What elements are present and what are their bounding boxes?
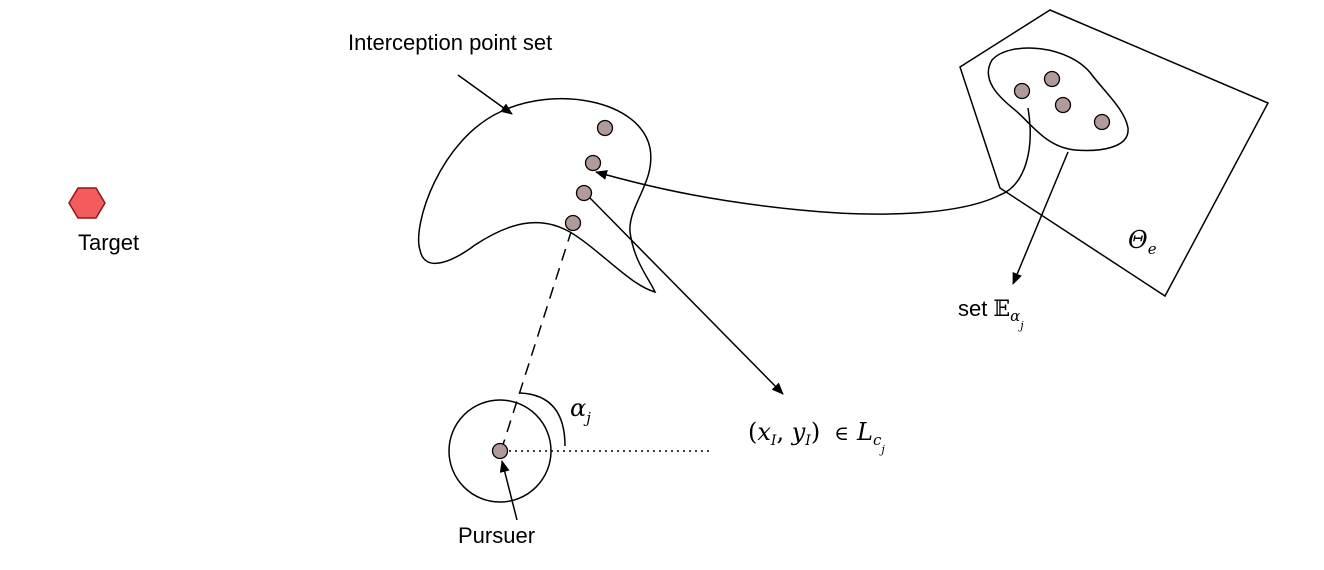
- set-e-point: [1043, 70, 1061, 88]
- pursuer-label-arrow: [499, 460, 518, 521]
- interception-point: [596, 119, 614, 137]
- angle-arc: [519, 392, 566, 447]
- pursuer-point: [491, 442, 509, 460]
- interception-coordinate-label: (xI, yI) ∈ Lcj: [748, 418, 885, 456]
- interception-point-set-label: Interception point set: [348, 30, 552, 55]
- interception-coordinate-arrow: [589, 197, 784, 395]
- interception-set-pointer-arrow: [457, 74, 513, 115]
- pursuer-label: Pursuer: [458, 523, 535, 548]
- interception-point: [584, 154, 602, 172]
- pursuer-range-circle: [448, 399, 552, 503]
- set-e-alpha-label: set 𝔼αj: [958, 296, 1024, 332]
- pursuit-line-dashed: [500, 231, 572, 452]
- interception-point: [564, 214, 582, 232]
- theta-e-label: Θe: [1128, 226, 1157, 258]
- target-hexagon-icon: [68, 187, 106, 219]
- alpha-j-label: αj: [570, 394, 591, 427]
- interception-point: [575, 184, 593, 202]
- theta-e-region: [959, 9, 1270, 298]
- target-label: Target: [78, 230, 139, 255]
- interception-point-set-region: [418, 97, 657, 294]
- set-e-point: [1054, 96, 1072, 114]
- set-e-point: [1093, 113, 1111, 131]
- set-e-point: [1013, 82, 1031, 100]
- mapping-arrow: [595, 107, 1031, 215]
- set-e-alpha-region: [987, 47, 1129, 152]
- set-e-label-arrow: [1012, 151, 1069, 285]
